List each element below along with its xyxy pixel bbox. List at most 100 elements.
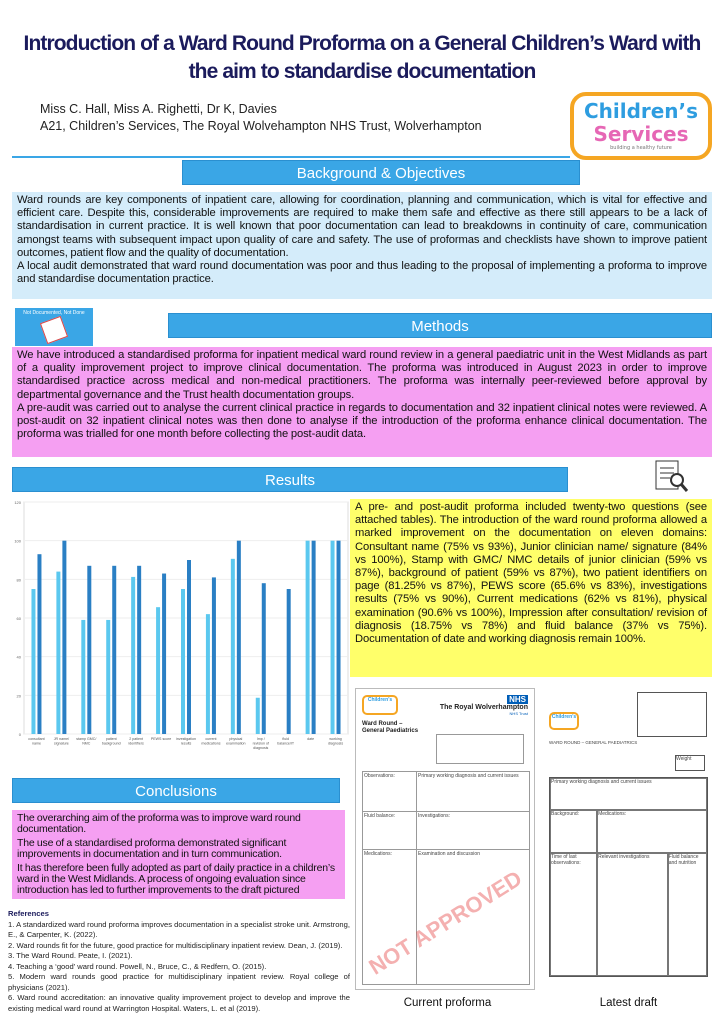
x-tick-label: physical (229, 737, 242, 741)
form-field: Investigations: (418, 813, 450, 819)
bar (81, 619, 86, 734)
sticker-box (637, 692, 707, 737)
results-summary: A pre- and post-audit proforma included … (350, 499, 712, 677)
author-block: Miss C. Hall, Miss A. Righetti, Dr K, Da… (40, 101, 482, 135)
grid-line (362, 811, 530, 812)
form-field: Relevant investigations (597, 853, 668, 976)
form-title: WARD ROUND – GENERAL PAEDIATRICS (549, 740, 638, 745)
y-tick-label: 60 (17, 616, 22, 621)
reference-item: 2. Ward rounds fit for the future, good … (8, 940, 343, 950)
affiliation: A21, Children’s Services, The Royal Wolv… (40, 119, 482, 133)
bar (181, 589, 185, 734)
results-heading: Results (12, 467, 568, 492)
nhs-logo: NHS (507, 695, 528, 704)
x-tick-label: JR name/ (54, 737, 69, 741)
bar (205, 614, 210, 734)
y-tick-label: 120 (14, 500, 21, 505)
bar (131, 576, 136, 734)
x-tick-label: medications (201, 742, 220, 746)
form-field: Background: (550, 809, 598, 854)
x-tick-label: current (205, 737, 216, 741)
reference-item: 4. Teaching a ‘good’ ward round. Powell,… (8, 961, 267, 971)
references: References 1. A standardized ward round … (8, 909, 350, 1014)
logo-line2: Services (593, 122, 689, 146)
bar (137, 565, 142, 734)
bar (106, 619, 111, 734)
form-field: Time of last observations: (550, 853, 598, 976)
logo-tagline: building a healthy future (610, 145, 672, 151)
x-tick-label: results (181, 742, 192, 746)
references-heading: References (8, 909, 49, 918)
mini-logo: Children’s (549, 712, 579, 730)
x-tick-label: NMC (82, 742, 91, 746)
methods-heading: Methods (168, 313, 712, 338)
bar (156, 607, 161, 734)
bar (31, 589, 36, 734)
bar (336, 540, 341, 734)
watermark-area: NOT APPROVED (362, 863, 530, 983)
methods-section: We have introduced a standardised profor… (12, 347, 712, 457)
conclusion-2: The use of a standardised proforma demon… (17, 837, 287, 860)
reference-item: 3. The Ward Round. Peate, I. (2021). (8, 951, 133, 960)
conclusions-heading: Conclusions (12, 778, 340, 803)
poster-title: Introduction of a Ward Round Proforma on… (23, 32, 702, 83)
conclusion-3: It has therefore been fully adopted as p… (17, 862, 335, 896)
document-icon (39, 315, 69, 345)
x-tick-label: patient (106, 737, 117, 741)
methods-para-1: We have introduced a standardised profor… (17, 349, 707, 401)
bar (255, 697, 260, 734)
y-tick-label: 0 (19, 732, 22, 737)
form-field: Medications: (364, 851, 393, 857)
x-tick-label: diagnosis (328, 742, 343, 746)
latest-draft-caption: Latest draft (599, 997, 658, 1009)
form-title: Ward Round – General Paediatrics (362, 721, 419, 734)
divider (12, 156, 570, 158)
patient-label-box (436, 734, 524, 764)
x-tick-label: working (329, 737, 341, 741)
reference-item: 5. Modern ward rounds good practice for … (8, 972, 350, 992)
x-tick-label: date (307, 737, 314, 741)
conclusion-1: The overarching aim of the proforma was … (17, 812, 301, 835)
bar (187, 560, 191, 734)
bar (211, 577, 216, 734)
x-tick-label: fluid (282, 737, 289, 741)
authors: Miss C. Hall, Miss A. Righetti, Dr K, Da… (40, 102, 277, 116)
x-tick-label: examination (226, 742, 245, 746)
x-tick-label: PEWS score (151, 737, 171, 741)
y-tick-label: 20 (17, 693, 22, 698)
form-field: Medications: (597, 809, 707, 854)
x-tick-label: investigation (176, 737, 196, 741)
background-heading: Background & Objectives (182, 160, 580, 185)
y-tick-label: 100 (14, 539, 21, 544)
not-approved-watermark: NOT APPROVED (364, 865, 527, 980)
bar (162, 573, 167, 734)
bar (62, 540, 67, 734)
grid-line (362, 849, 530, 850)
mini-logo: Children’s (362, 695, 398, 715)
bar (286, 589, 291, 734)
x-tick-label: balance/IT (277, 742, 295, 746)
trust-name: The Royal Wolverhampton (439, 704, 528, 711)
grid-line (416, 771, 417, 985)
x-tick-label: signature (54, 742, 69, 746)
x-tick-label: identifiers (128, 742, 144, 746)
form-field: Fluid balance: (364, 813, 396, 819)
trust-sub: NHS Trust (509, 711, 528, 716)
x-tick-label: revision of (253, 742, 269, 746)
mini-logo-text: Children’s (551, 714, 577, 720)
y-tick-label: 80 (17, 577, 22, 582)
x-tick-label: background (102, 742, 121, 746)
reference-item: 6. Ward round accreditation: an innovati… (8, 993, 350, 1013)
background-section: Ward rounds are key components of inpati… (12, 192, 712, 299)
bar (230, 558, 235, 734)
form-grid (362, 771, 530, 985)
x-tick-label: diagnosis (253, 746, 268, 750)
childrens-services-logo: Children’s Services building a healthy f… (570, 92, 712, 160)
form-field: Primary working diagnosis and current is… (550, 778, 707, 810)
document-search-icon (652, 458, 690, 494)
bar (37, 554, 42, 734)
weight-box: Weight (675, 755, 705, 771)
form-field: Fluid balance and nutrition (667, 853, 707, 976)
bar (112, 565, 117, 734)
